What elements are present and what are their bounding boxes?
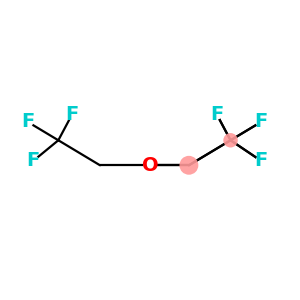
Circle shape — [256, 116, 267, 128]
Circle shape — [223, 133, 238, 148]
Circle shape — [143, 159, 157, 172]
Text: O: O — [142, 156, 158, 175]
Circle shape — [211, 109, 222, 120]
Text: F: F — [210, 105, 223, 124]
Text: F: F — [66, 105, 79, 124]
Circle shape — [256, 155, 267, 167]
Text: F: F — [254, 151, 268, 170]
Text: F: F — [254, 112, 268, 131]
Circle shape — [179, 156, 198, 175]
Circle shape — [22, 116, 33, 128]
Circle shape — [67, 109, 78, 120]
Text: F: F — [21, 112, 34, 131]
Text: F: F — [27, 151, 40, 170]
Circle shape — [28, 155, 39, 167]
